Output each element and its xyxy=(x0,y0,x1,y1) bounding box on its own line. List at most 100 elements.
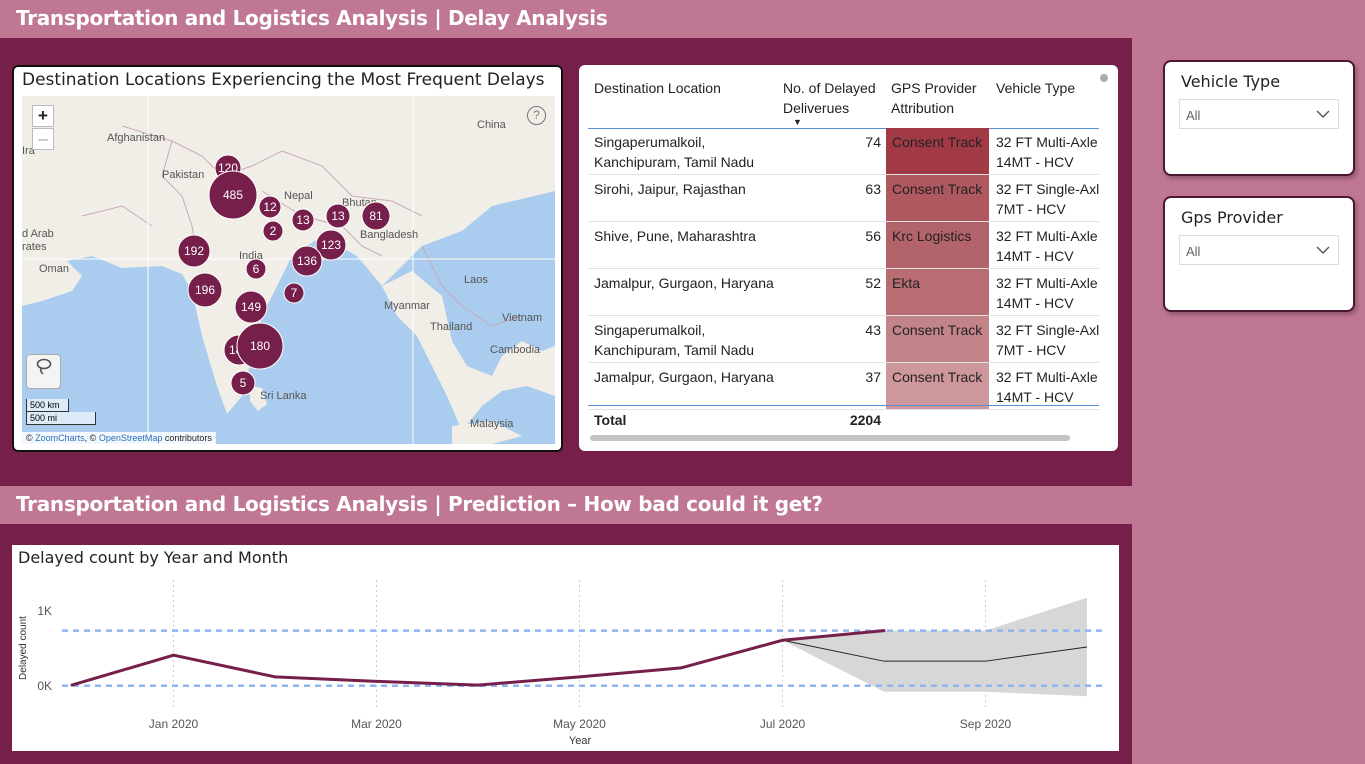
header-gps-line1: GPS Provider xyxy=(891,78,977,98)
vehicle-line1: 32 FT Single-Axle xyxy=(996,179,1099,199)
map-place-label: Sri Lanka xyxy=(260,390,307,402)
map-cluster-label: 2 xyxy=(270,224,277,238)
page-title-prediction: Transportation and Logistics Analysis | … xyxy=(0,486,1132,524)
header-gps-line2: Attribution xyxy=(891,98,977,118)
cell-vehicle-type: 32 FT Single-Axle 7MT - HCV xyxy=(996,175,1099,219)
cell-delayed-count: 74 xyxy=(778,128,881,152)
data-point xyxy=(477,684,480,687)
header-vehicle[interactable]: Vehicle Type xyxy=(996,78,1075,98)
cell-vehicle-type: 32 FT Multi-Axle 14MT - HCV xyxy=(996,128,1099,172)
table-row[interactable]: Sirohi, Jaipur, Rajasthan 63 Consent Track… xyxy=(588,175,1099,222)
table-row[interactable]: Singaperumalkoil, Kanchipuram, Tamil Nadu… xyxy=(588,316,1099,363)
horizontal-scrollbar[interactable] xyxy=(590,435,1070,441)
map-place-label: China xyxy=(477,119,507,131)
destination-line1: Jamalpur, Gurgaon, Haryana xyxy=(594,367,779,387)
attribution-copy: © xyxy=(26,433,33,443)
gps-provider-slicer: Gps Provider All xyxy=(1163,196,1355,312)
delay-map-visual[interactable]: Destination Locations Experiencing the M… xyxy=(12,65,563,452)
zoom-out-button[interactable]: – xyxy=(32,128,54,150)
header-delayed-line2: Deliverues xyxy=(783,98,876,118)
attribution-mid: , © xyxy=(85,433,97,443)
x-tick-label: May 2020 xyxy=(553,717,606,731)
data-point xyxy=(680,666,683,669)
destination-line1: Sirohi, Jaipur, Rajasthan xyxy=(594,179,779,199)
map-svg: AfghanistanChinaPakistanNepalBhutanBangl… xyxy=(22,96,555,444)
header-destination[interactable]: Destination Location xyxy=(594,78,721,98)
vehicle-line2: 14MT - HCV xyxy=(996,152,1099,172)
cell-vehicle-type: 32 FT Multi-Axle 14MT - HCV xyxy=(996,363,1099,407)
total-value: 2204 xyxy=(778,412,881,428)
cell-destination: Singaperumalkoil, Kanchipuram, Tamil Nadu xyxy=(594,128,779,172)
map-cluster-label: 5 xyxy=(240,376,247,390)
cell-vehicle-type: 32 FT Multi-Axle 14MT - HCV xyxy=(996,269,1099,313)
scale-mi: 500 mi xyxy=(26,412,96,425)
map-cluster-label: 123 xyxy=(321,238,341,252)
data-point xyxy=(883,629,886,632)
map-canvas[interactable]: Afghanistan China Pakistan Nepal Bhutan Bangl… xyxy=(22,96,555,444)
map-cluster-label: 180 xyxy=(250,339,270,353)
destination-line1: Singaperumalkoil, xyxy=(594,320,779,340)
data-point xyxy=(71,684,74,687)
x-tick-label: Sep 2020 xyxy=(960,717,1012,731)
destination-line2: Kanchipuram, Tamil Nadu xyxy=(594,152,779,172)
table-row[interactable]: Jamalpur, Gurgaon, Haryana 52 Ekta 32 FT Mu… xyxy=(588,269,1099,316)
destination-line1: Shive, Pune, Maharashtra xyxy=(594,226,779,246)
map-place-label: Nepal xyxy=(284,190,313,202)
header-delayed[interactable]: No. of Delayed Deliverues xyxy=(783,78,876,118)
vehicle-line2: 14MT - HCV xyxy=(996,387,1099,407)
map-cluster-label: 196 xyxy=(195,283,215,297)
data-point xyxy=(781,639,784,642)
vertical-scrollbar[interactable] xyxy=(1100,74,1108,82)
table-header: Destination Location No. of Delayed Deli… xyxy=(588,75,1099,129)
map-place-label: Thailand xyxy=(430,321,472,333)
map-place-label: Vietnam xyxy=(502,312,542,324)
zoomcharts-link[interactable]: ZoomCharts xyxy=(35,433,85,443)
cell-gps-provider: Ekta xyxy=(886,269,989,315)
help-icon[interactable]: ? xyxy=(527,106,546,125)
map-cluster-label: 6 xyxy=(253,262,260,276)
vehicle-line2: 7MT - HCV xyxy=(996,340,1099,360)
lasso-icon[interactable] xyxy=(26,354,61,389)
map-cluster-label: 485 xyxy=(223,188,243,202)
cell-delayed-count: 37 xyxy=(778,363,881,387)
osm-link[interactable]: OpenStreetMap xyxy=(99,433,163,443)
map-place-label: Pakistan xyxy=(162,169,204,181)
map-cluster-label: 149 xyxy=(241,300,261,314)
table-row[interactable]: Jamalpur, Gurgaon, Haryana 37 Consent Trac… xyxy=(588,363,1099,410)
vehicle-line1: 32 FT Multi-Axle xyxy=(996,367,1099,387)
data-point xyxy=(274,675,277,678)
sort-descending-icon[interactable]: ▼ xyxy=(793,117,802,127)
header-gps[interactable]: GPS Provider Attribution xyxy=(891,78,977,118)
vehicle-line1: 32 FT Multi-Axle xyxy=(996,273,1099,293)
cell-gps-provider: Consent Track xyxy=(886,363,989,409)
actual-delayed-line xyxy=(72,631,884,685)
cell-destination: Jamalpur, Gurgaon, Haryana xyxy=(594,363,779,387)
delay-table-visual[interactable]: Destination Location No. of Delayed Deli… xyxy=(579,65,1118,451)
map-place-label: Bangladesh xyxy=(360,229,418,241)
lasso-glyph xyxy=(35,357,53,377)
map-cluster-label: 136 xyxy=(297,254,317,268)
table-total-row: Total 2204 xyxy=(588,405,1099,435)
vehicle-type-slicer-title: Vehicle Type xyxy=(1181,72,1280,91)
map-place-label: Cambodia xyxy=(490,344,541,356)
cell-destination: Jamalpur, Gurgaon, Haryana xyxy=(594,269,779,293)
zoom-in-button[interactable]: + xyxy=(32,105,54,127)
vehicle-line1: 32 FT Multi-Axle xyxy=(996,226,1099,246)
x-axis-title: Year xyxy=(569,735,592,747)
destination-line2: Kanchipuram, Tamil Nadu xyxy=(594,340,779,360)
chart-svg: 0K1KJan 2020 Mar 2020 May 2020 Jul 2020 Sep … xyxy=(12,545,1119,751)
table-row[interactable]: Singaperumalkoil, Kanchipuram, Tamil Nadu… xyxy=(588,128,1099,175)
chart-title: Delayed count by Year and Month xyxy=(18,548,288,567)
table-row[interactable]: Shive, Pune, Maharashtra 56 Krc Logistics 3… xyxy=(588,222,1099,269)
data-point xyxy=(375,680,378,683)
map-cluster-label: 12 xyxy=(263,200,277,214)
delayed-count-line-chart[interactable]: 0K 1K Jan 2020 Mar 2020 May 2020 Jul 2020 Sep … xyxy=(12,545,1119,751)
map-place-label: Afghanistan xyxy=(107,132,165,144)
vehicle-type-dropdown[interactable]: All xyxy=(1179,99,1339,129)
cell-delayed-count: 63 xyxy=(778,175,881,199)
gps-provider-dropdown[interactable]: All xyxy=(1179,235,1339,265)
map-place-label: Myanmar xyxy=(384,300,430,312)
vehicle-line1: 32 FT Single-Axle xyxy=(996,320,1099,340)
chevron-down-icon xyxy=(1316,106,1330,122)
cell-destination: Sirohi, Jaipur, Rajasthan xyxy=(594,175,779,199)
